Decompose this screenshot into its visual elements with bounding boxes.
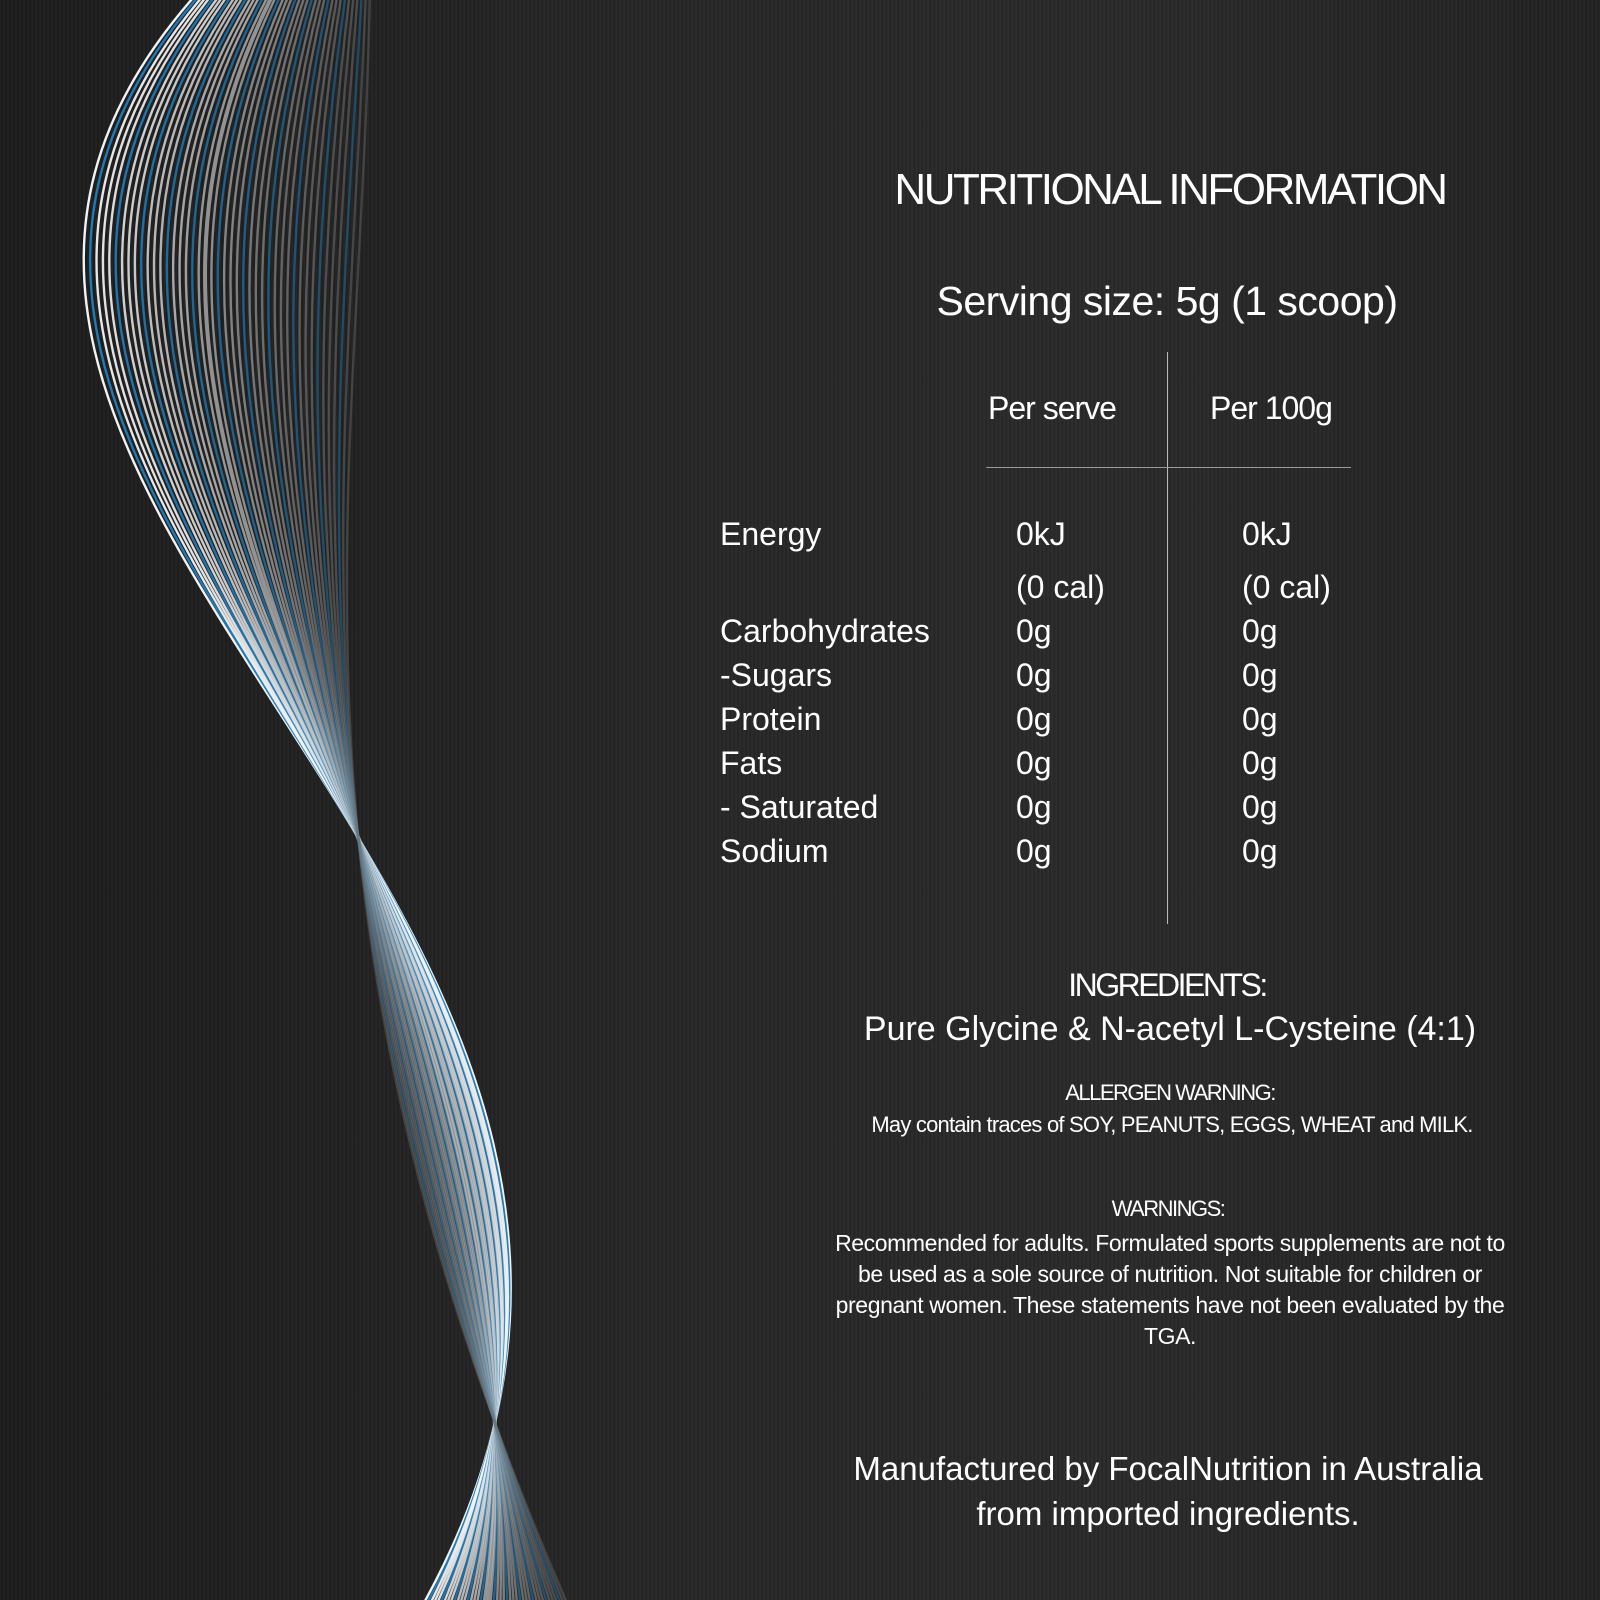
wave-line (222, 0, 500, 1600)
wave-line (304, 0, 541, 1600)
table-cell-per-serve: 0g (1016, 701, 1052, 737)
allergen-text: May contain traces of SOY, PEANUTS, EGGS… (871, 1112, 1473, 1137)
table-cell-label: Protein (720, 701, 822, 737)
wave-line (310, 0, 545, 1600)
serving-size: Serving size: 5g (1 scoop) (936, 278, 1398, 324)
wave-line (184, 0, 496, 1600)
table-cell-per-serve: 0g (1016, 789, 1052, 825)
table-cell-per-serve: 0g (1016, 745, 1052, 781)
table-cell-per-100g: 0g (1242, 657, 1278, 693)
table-cell-per-100g: 0g (1242, 745, 1278, 781)
warnings-text: Recommended for adults. Formulated sport… (835, 1230, 1505, 1349)
table-cell-label: Sodium (720, 833, 829, 869)
wave-line (285, 0, 532, 1600)
wave-line (210, 0, 498, 1600)
table-cell-per-100g: 0g (1242, 833, 1278, 869)
table-cell-label: Carbohydrates (720, 613, 930, 649)
wave-line (345, 0, 568, 1600)
table-cell-per-100g: 0g (1242, 789, 1278, 825)
header-per-100g: Per 100g (1210, 390, 1333, 426)
table-cell-label: -Sugars (720, 657, 833, 693)
wave-line (337, 0, 561, 1600)
table-cell-per-serve: 0g (1016, 833, 1052, 869)
table-cell-per-serve: 0g (1016, 613, 1052, 649)
table-column-divider (1167, 352, 1168, 924)
wave-line (216, 0, 499, 1600)
page-title: NUTRITIONAL INFORMATION (894, 165, 1448, 214)
warnings-heading: WARNINGS: (1111, 1196, 1226, 1221)
table-cell-per-serve: 0kJ (1016, 516, 1066, 552)
wave-line (82, 0, 512, 1600)
wave-line (120, 0, 504, 1600)
wave-line (341, 0, 564, 1600)
ingredients-heading: INGREDIENTS: (1068, 967, 1268, 1003)
wave-line (322, 0, 551, 1600)
wave-line (248, 0, 512, 1600)
ingredients-text: Pure Glycine & N-acetyl L-Cysteine (4:1) (863, 1010, 1477, 1048)
wave-line (178, 0, 497, 1600)
wave-line (101, 0, 508, 1600)
table-cell-label: Energy (720, 516, 822, 552)
table-cell-per-100g: 0g (1242, 613, 1278, 649)
wave-line (165, 0, 498, 1600)
allergen-heading: ALLERGEN WARNING: (1065, 1080, 1276, 1105)
table-cell-per-serve: (0 cal) (1016, 569, 1105, 605)
table-cell-per-100g: 0g (1242, 701, 1278, 737)
header-per-serve: Per serve (988, 390, 1117, 426)
wave-line (235, 0, 505, 1600)
wave-line (292, 0, 535, 1600)
wave-line (241, 0, 509, 1600)
table-cell-label: Fats (720, 745, 783, 781)
wave-line (332, 0, 558, 1600)
wave-line (327, 0, 554, 1600)
wave-line (191, 0, 497, 1600)
table-cell-per-100g: (0 cal) (1242, 569, 1331, 605)
manufacturer-text: Manufactured by FocalNutrition in Austra… (853, 1450, 1483, 1532)
wave-line (229, 0, 503, 1600)
table-cell-per-serve: 0g (1016, 657, 1052, 693)
table-header-divider (986, 467, 1351, 468)
table-cell-label: - Saturated (720, 789, 879, 825)
table-cell-per-100g: 0kJ (1242, 516, 1292, 552)
wave-line (203, 0, 498, 1600)
wave-line (89, 0, 511, 1600)
wave-line (316, 0, 548, 1600)
wave-line (133, 0, 502, 1600)
